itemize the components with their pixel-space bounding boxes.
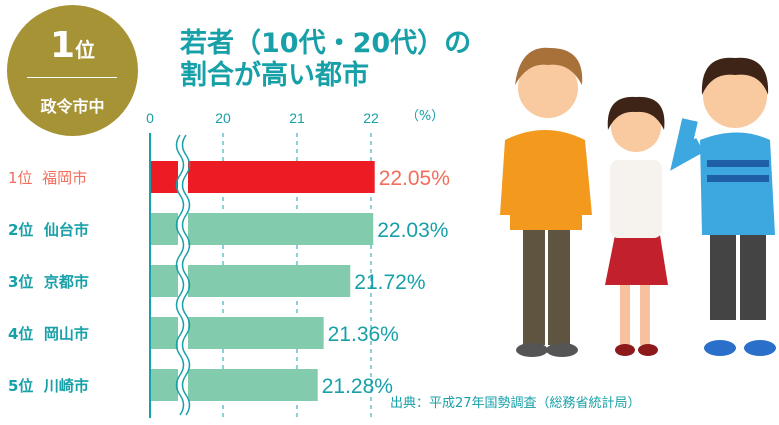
badge-rank-number: 1 [49, 25, 76, 66]
boy-left-figure [500, 47, 592, 357]
badge-category: 政令市中 [40, 97, 105, 116]
x-tick-label: 21 [289, 110, 305, 126]
axis-break-line [181, 134, 191, 416]
axis-break-line [175, 134, 185, 416]
category-label: 5位 川崎市 [8, 377, 89, 395]
x-tick-label: 20 [215, 110, 231, 126]
value-label: 22.05% [379, 167, 450, 190]
boy-right-figure [670, 57, 776, 356]
x-tick-label: 0 [146, 110, 154, 126]
chart-title: 若者（10代・20代）の 割合が高い都市 [180, 28, 471, 92]
title-line-1: 若者（10代・20代）の [180, 28, 472, 59]
badge-divider [27, 77, 117, 78]
value-label: 21.36% [328, 323, 399, 346]
source-note: 出典：平成27年国勢調査（総務省統計局） [390, 396, 641, 411]
badge-rank-suffix: 位 [75, 38, 96, 62]
rank-badge: 1位 政令市中 [7, 5, 138, 136]
category-label: 1位 福岡市 [8, 169, 87, 187]
value-label: 21.28% [322, 375, 393, 398]
value-label: 21.72% [354, 271, 425, 294]
category-label: 4位 岡山市 [8, 325, 89, 343]
bar [150, 369, 318, 401]
title-line-2: 割合が高い都市 [180, 60, 369, 91]
category-label: 2位 仙台市 [8, 221, 89, 239]
value-label: 22.03% [377, 219, 448, 242]
category-label: 3位 京都市 [8, 273, 89, 291]
unit-label: （%） [406, 109, 444, 124]
badge-rank: 1位 [7, 25, 138, 71]
x-tick-label: 22 [363, 110, 379, 126]
axis-break-fill [178, 135, 188, 415]
girl-figure [605, 96, 668, 356]
